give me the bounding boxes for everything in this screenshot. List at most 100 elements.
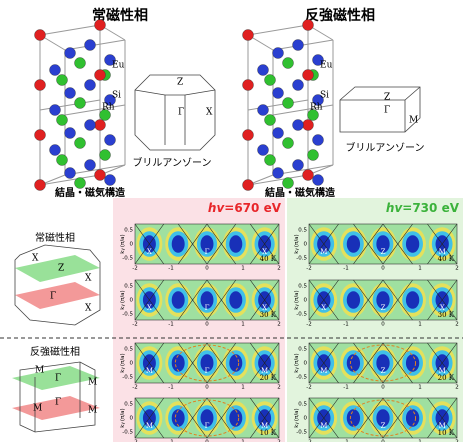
- x-tick-label: -1: [168, 440, 173, 442]
- y-axis-label: ky(π/a): [120, 234, 126, 253]
- bz-point: Γ: [178, 108, 184, 118]
- bz-edge: [177, 397, 208, 439]
- atom: [282, 177, 294, 189]
- atom: [302, 119, 314, 131]
- k: k: [120, 306, 126, 310]
- atom: [74, 57, 86, 69]
- point-label: M: [261, 422, 268, 430]
- x-tick-label: 1: [418, 440, 422, 442]
- unit: (π/a): [120, 290, 126, 303]
- bz-edge: [353, 397, 384, 439]
- unit: (π/a): [120, 234, 126, 247]
- point-label: X: [147, 304, 152, 312]
- sub: y: [294, 304, 299, 307]
- y-tick-label: -0.5: [296, 375, 307, 381]
- x-tick-label: 1: [418, 385, 422, 391]
- atom: [104, 94, 116, 106]
- x-tick-label: -2: [132, 440, 137, 442]
- atom: [302, 169, 314, 181]
- atom: [264, 114, 276, 126]
- bz-edge: [427, 279, 458, 321]
- bz-edge: [206, 279, 237, 321]
- schematic-point: M: [88, 406, 97, 416]
- bz-edge: [382, 397, 413, 439]
- bz-point: Z: [177, 78, 183, 88]
- map-blue: [376, 409, 390, 427]
- y-tick-label: 0: [130, 298, 134, 304]
- x-tick-label: 1: [241, 440, 245, 442]
- y-axis-label: ky(π/a): [294, 290, 300, 309]
- edge: [247, 99, 309, 111]
- bz-edge: [134, 397, 165, 439]
- map-blue: [229, 235, 243, 253]
- bz-edge: [177, 342, 208, 384]
- map-blue: [229, 354, 243, 372]
- bz-edge: [427, 223, 458, 265]
- atom: [56, 114, 68, 126]
- atom: [84, 159, 96, 171]
- atom: [34, 79, 46, 91]
- map-blue: [346, 354, 361, 372]
- schematic-point: X: [85, 304, 92, 314]
- atom: [302, 69, 314, 81]
- crystal: [242, 19, 334, 191]
- hv: hv: [208, 201, 226, 215]
- x-tick-label: 1: [241, 266, 245, 272]
- atom: [104, 54, 116, 66]
- atom: [264, 154, 276, 166]
- atom: [282, 57, 294, 69]
- map-blue: [200, 354, 214, 372]
- map-blue: [405, 291, 420, 309]
- y-tick-label: 0.5: [124, 228, 133, 234]
- map-blue: [229, 409, 243, 427]
- y-tick-label: 0: [304, 361, 308, 367]
- bz-edge: [382, 279, 413, 321]
- y-tick-label: 0.5: [124, 347, 133, 353]
- map-blue: [171, 291, 185, 309]
- edge: [39, 99, 101, 111]
- arpes-panel: 20 KM Γ M0.50-0.5-2 -1 0 1 2ky(π/a): [120, 342, 281, 391]
- schematic-point: M: [88, 378, 97, 388]
- point-label: M: [439, 367, 446, 375]
- point-label: Γ: [205, 367, 210, 375]
- atom: [49, 104, 61, 116]
- unit: (π/a): [294, 290, 300, 303]
- atom: [94, 169, 106, 181]
- atom: [272, 167, 284, 179]
- x-tick-label: -2: [306, 266, 311, 272]
- temperature: 30 K: [260, 311, 277, 319]
- point-label: Γ: [205, 248, 210, 256]
- atom: [56, 154, 68, 166]
- hv: hv: [386, 201, 404, 215]
- atom: [94, 19, 106, 31]
- bz-edge: [308, 342, 339, 384]
- y-tick-label: 0: [130, 361, 134, 367]
- point-label: Γ: [205, 304, 210, 312]
- ring: [174, 399, 240, 437]
- x-tick-label: 0: [205, 322, 209, 328]
- y-tick-label: -0.5: [296, 430, 307, 436]
- point-label: Z: [381, 422, 386, 430]
- bz-edge: [308, 397, 339, 439]
- x-tick-label: -1: [343, 266, 348, 272]
- edge: [39, 24, 101, 36]
- bz-edge: [382, 342, 413, 384]
- sub: y: [120, 422, 125, 425]
- x-tick-label: -2: [306, 385, 311, 391]
- ring: [349, 344, 417, 382]
- map-blue: [346, 235, 361, 253]
- y-tick-label: 0.5: [124, 402, 133, 408]
- y-axis-label: ky(π/a): [120, 290, 126, 309]
- atom: [34, 179, 46, 191]
- atom: [84, 79, 96, 91]
- x-tick-label: -2: [132, 266, 137, 272]
- atom-label: Si: [112, 91, 121, 101]
- point-label: M: [146, 367, 153, 375]
- unit: (π/a): [120, 353, 126, 366]
- x-tick-label: -1: [343, 385, 348, 391]
- x-tick-label: -2: [306, 440, 311, 442]
- bz-edge: [382, 223, 413, 265]
- schematic-point: M: [35, 366, 44, 376]
- y-axis-label: ky(π/a): [294, 234, 300, 253]
